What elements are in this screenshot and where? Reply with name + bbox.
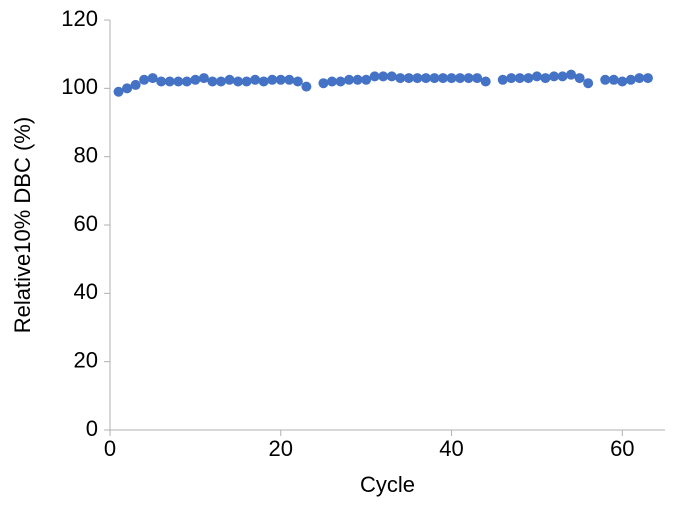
data-point <box>344 75 354 85</box>
data-point <box>378 71 388 81</box>
data-point <box>566 70 576 80</box>
data-point <box>148 73 158 83</box>
scatter-chart: 0 20 40 60 80 100 120 0 20 40 60 Relative10% DBC (%… <box>0 0 695 505</box>
data-point <box>165 77 175 87</box>
data-point <box>327 77 337 87</box>
data-point <box>139 75 149 85</box>
data-point <box>506 73 516 83</box>
data-point <box>421 73 431 83</box>
data-point <box>276 75 286 85</box>
data-point <box>532 71 542 81</box>
data-point <box>558 71 568 81</box>
data-point <box>464 73 474 83</box>
data-point <box>353 75 363 85</box>
x-tick-label: 20 <box>269 436 293 461</box>
data-point <box>242 77 252 87</box>
data-point <box>370 71 380 81</box>
data-point <box>131 80 141 90</box>
data-point <box>293 77 303 87</box>
data-point <box>318 78 328 88</box>
data-point <box>114 87 124 97</box>
data-point <box>575 73 585 83</box>
data-point <box>643 73 653 83</box>
data-point <box>634 73 644 83</box>
data-point <box>233 77 243 87</box>
data-point <box>207 77 217 87</box>
data-point <box>455 73 465 83</box>
data-point <box>583 78 593 88</box>
data-point <box>301 82 311 92</box>
data-point <box>190 75 200 85</box>
data-point <box>429 73 439 83</box>
y-tick-label: 0 <box>86 416 98 441</box>
data-point <box>515 73 525 83</box>
x-axis-title: Cycle <box>360 472 415 497</box>
data-point <box>540 73 550 83</box>
data-point <box>336 77 346 87</box>
y-axis-title: Relative10% DBC (%) <box>10 117 35 333</box>
data-point <box>523 73 533 83</box>
data-point <box>609 75 619 85</box>
x-tick-label: 40 <box>439 436 463 461</box>
y-tick-label: 120 <box>61 6 98 31</box>
data-point <box>173 77 183 87</box>
data-point <box>549 71 559 81</box>
data-point <box>284 75 294 85</box>
data-point <box>199 73 209 83</box>
data-point <box>122 83 132 93</box>
data-point <box>412 73 422 83</box>
chart-container: 0 20 40 60 80 100 120 0 20 40 60 Relative10% DBC (%… <box>0 0 695 505</box>
data-point <box>617 77 627 87</box>
data-point <box>387 71 397 81</box>
data-point <box>447 73 457 83</box>
data-point <box>361 75 371 85</box>
data-point <box>438 73 448 83</box>
x-tick-label: 60 <box>610 436 634 461</box>
x-tick-label: 0 <box>104 436 116 461</box>
y-tick-label: 80 <box>74 142 98 167</box>
data-point <box>600 75 610 85</box>
y-tick-label: 60 <box>74 211 98 236</box>
y-tick-label: 40 <box>74 279 98 304</box>
data-point <box>472 73 482 83</box>
data-point <box>267 75 277 85</box>
data-point <box>481 77 491 87</box>
data-point <box>156 77 166 87</box>
data-point <box>259 77 269 87</box>
data-point <box>395 73 405 83</box>
data-point <box>250 75 260 85</box>
data-point <box>498 75 508 85</box>
y-tick-label: 20 <box>74 347 98 372</box>
data-point <box>404 73 414 83</box>
data-point <box>216 77 226 87</box>
data-point <box>626 75 636 85</box>
data-point <box>225 75 235 85</box>
data-point <box>182 77 192 87</box>
y-tick-label: 100 <box>61 74 98 99</box>
